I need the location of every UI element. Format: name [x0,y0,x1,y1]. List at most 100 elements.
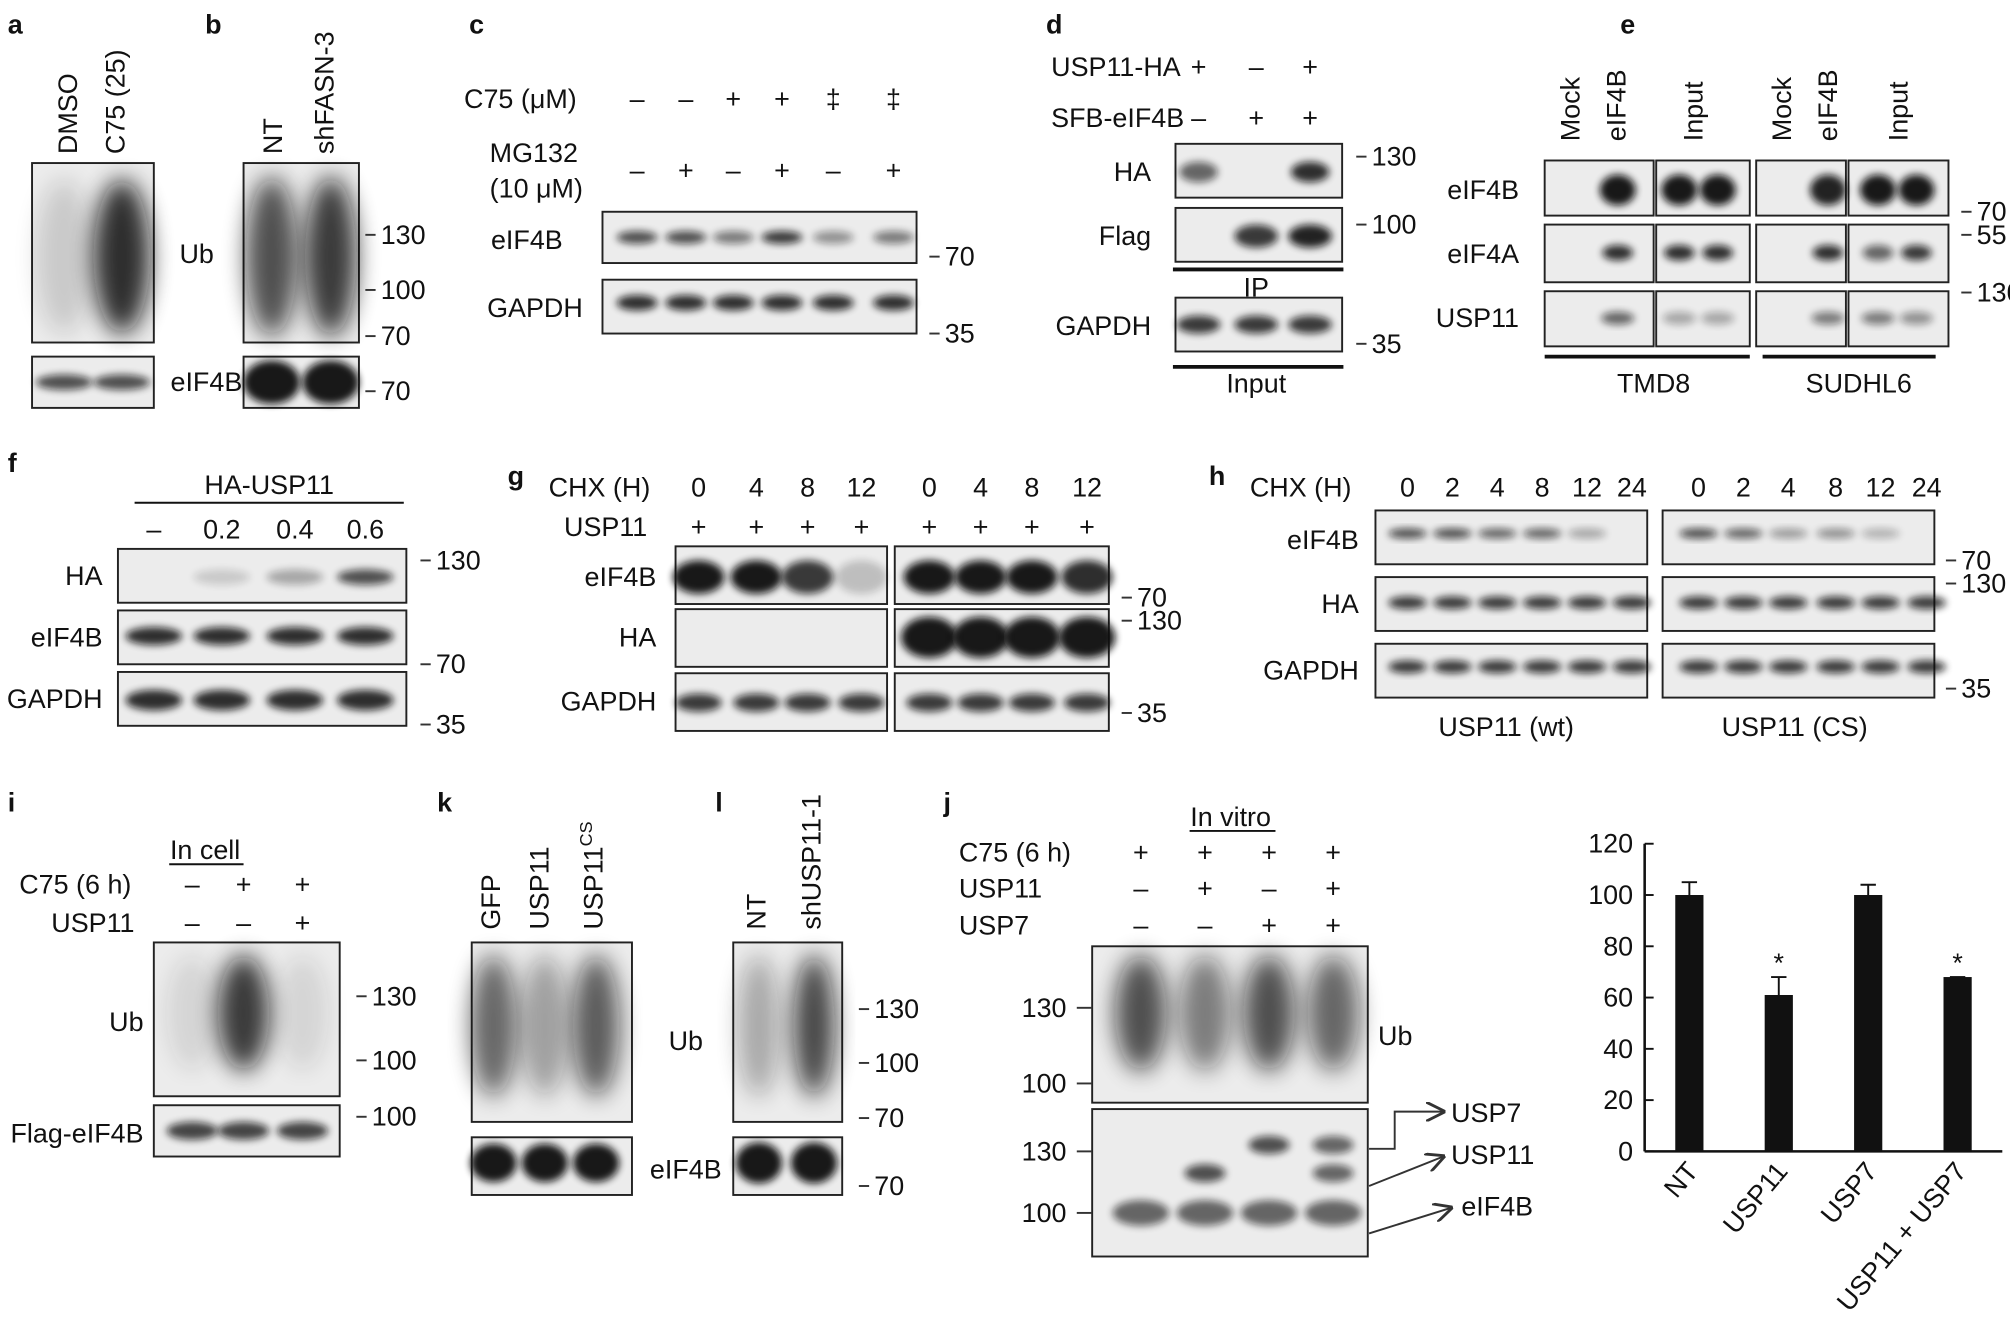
band [193,627,250,646]
bar [1675,895,1704,1152]
band [1679,596,1718,610]
size-marker: 130 [372,981,417,1011]
label: + [854,512,870,542]
band [1112,1200,1170,1226]
blot [1543,223,1655,284]
size-marker: 100 [372,1045,417,1075]
band [1179,955,1231,1071]
y-tick-label: 100 [1588,880,1633,910]
label: – [1249,52,1264,82]
band [1522,596,1562,610]
label: 0.6 [347,515,384,545]
arrow [1369,1112,1443,1150]
size-marker: 35 [1137,698,1167,728]
label: C75 (25) [100,49,130,154]
band [93,374,150,390]
label: ‡ [886,84,901,114]
band [1008,693,1055,712]
band [337,627,394,646]
band [93,179,150,334]
label: Input [1883,81,1913,141]
size-marker: 70 [1977,197,2007,227]
band [1602,245,1634,261]
band [901,616,958,658]
band [712,295,754,311]
bar [1854,895,1883,1152]
band [1812,245,1844,261]
band [730,560,782,594]
size-marker: 100 [874,1048,919,1078]
band [712,230,754,244]
band [1724,596,1763,610]
label: 4 [749,472,764,502]
row-label: Ub [669,1026,703,1056]
band [812,230,854,244]
label: + [1261,911,1277,941]
error-bar [1681,881,1698,896]
label: 0 [691,472,706,502]
label: – [1197,911,1212,941]
size-marker: 55 [1977,220,2007,250]
size-marker: 35 [1961,674,1991,704]
band [1612,660,1652,674]
band [1184,1164,1226,1183]
band [125,627,183,646]
size-marker: 130 [1977,277,2010,307]
label: eIF4B [1461,1191,1533,1221]
label: eIF4B [1813,69,1843,141]
band [246,177,298,337]
band [1661,174,1698,206]
band [1898,174,1935,206]
label: USP11 (wt) [1438,712,1574,742]
band [470,955,517,1097]
band [812,295,854,311]
band [1567,528,1607,539]
label: (10 μM) [490,174,583,204]
label: In vitro [1190,802,1271,832]
size-marker: 130 [1372,142,1417,172]
band [193,569,250,585]
band [903,560,956,594]
band [470,1143,517,1183]
label: + [922,512,938,542]
band [1662,311,1696,325]
row-label: GAPDH [7,684,103,714]
band [1861,596,1900,610]
y-tick-label: 40 [1603,1034,1633,1064]
band [1478,660,1517,674]
label: NT [258,118,288,154]
label: MG132 [490,138,578,168]
label: USP11 [1451,1140,1534,1170]
label: + [1325,838,1341,868]
label: shFASN-3 [309,31,339,154]
band [1679,528,1718,539]
band [217,1121,270,1140]
band [1478,528,1517,539]
label: Input [1678,81,1708,141]
band [957,693,1004,712]
band [835,560,888,594]
size-marker: 130 [436,545,481,575]
lane-label: GFP [476,874,506,929]
band [1179,161,1218,183]
band [276,1121,329,1140]
band [1901,245,1932,261]
label: + [1325,911,1341,941]
label: – [630,156,645,186]
panel-label: j [942,788,950,818]
label: + [236,870,252,900]
label: + [973,512,989,542]
band [337,569,394,585]
blot [1374,509,1649,566]
band [1243,955,1295,1071]
band [1816,528,1855,539]
label: 8 [1535,472,1550,502]
label: 24 [1617,472,1647,502]
label: + [1325,874,1341,904]
size-marker: 130 [874,994,919,1024]
size-marker: 130 [1022,1136,1067,1166]
x-tick-label: NT [1658,1156,1704,1203]
size-marker: 70 [874,1103,904,1133]
row-label: GAPDH [487,293,583,323]
band [266,627,324,646]
